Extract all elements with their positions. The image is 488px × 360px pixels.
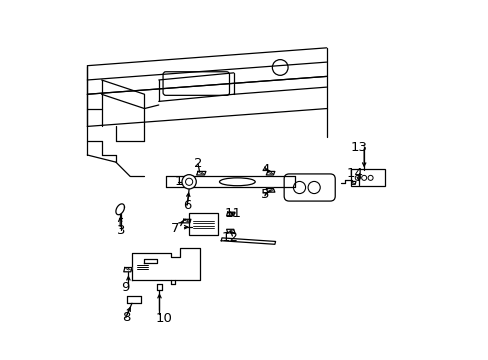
Text: 8: 8: [122, 311, 130, 324]
Text: 14: 14: [346, 167, 362, 180]
Polygon shape: [196, 171, 205, 175]
Text: 12: 12: [221, 231, 238, 244]
Text: 4: 4: [261, 163, 269, 176]
Circle shape: [182, 175, 196, 189]
Text: 10: 10: [155, 312, 172, 325]
Polygon shape: [221, 238, 275, 244]
Text: 9: 9: [121, 281, 129, 294]
Polygon shape: [132, 248, 200, 280]
Text: 11: 11: [224, 207, 241, 220]
Polygon shape: [144, 258, 157, 263]
Polygon shape: [183, 219, 190, 223]
Polygon shape: [266, 189, 274, 192]
Text: 5: 5: [261, 188, 269, 201]
Polygon shape: [226, 229, 234, 233]
Text: 2: 2: [193, 157, 202, 170]
Polygon shape: [123, 267, 132, 272]
Polygon shape: [266, 171, 274, 175]
Text: 6: 6: [183, 198, 191, 212]
Text: 1: 1: [174, 175, 183, 188]
Polygon shape: [351, 181, 355, 184]
Text: 7: 7: [170, 222, 179, 235]
Text: 3: 3: [117, 224, 125, 237]
Polygon shape: [226, 212, 234, 216]
Text: 13: 13: [349, 141, 366, 154]
